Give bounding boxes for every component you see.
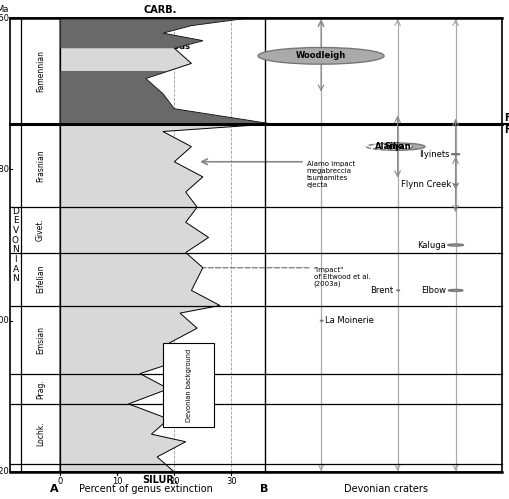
Text: Alamo impact
megabreccia
tsumamites
ejecta: Alamo impact megabreccia tsumamites ejec… [306,161,354,188]
Text: Devonian background: Devonian background [185,348,191,422]
Text: Prag.: Prag. [36,379,45,399]
Polygon shape [60,71,271,124]
Text: Brent: Brent [370,286,393,295]
Text: Eifelian: Eifelian [36,265,45,293]
Text: 400: 400 [0,316,9,325]
Ellipse shape [447,289,462,291]
Text: Frasnian–Famennian
mass  extinction: Frasnian–Famennian mass extinction [74,141,171,160]
Text: Kaluga: Kaluga [416,241,445,250]
Text: Emsian: Emsian [36,325,45,354]
Text: Givet.: Givet. [36,219,45,241]
Text: 420: 420 [0,468,9,477]
Text: 20: 20 [168,477,179,486]
Ellipse shape [453,184,457,185]
Text: D
E
V
O
N
I
A
N: D E V O N I A N [12,207,19,283]
Text: La Moinerie: La Moinerie [325,316,373,325]
Text: Ilyinets: Ilyinets [418,150,448,159]
Ellipse shape [450,154,459,155]
Text: Lochk.: Lochk. [36,422,45,447]
Text: CARB.: CARB. [143,5,176,15]
Ellipse shape [366,144,412,150]
Text: 30: 30 [225,477,236,486]
Text: Siljan: Siljan [384,142,410,151]
Text: †: † [66,124,72,139]
Bar [162,343,214,427]
Text: Famennian: Famennian [36,50,45,92]
Text: Flynn Creek: Flynn Creek [401,180,450,189]
Text: Elbow: Elbow [420,286,445,295]
Ellipse shape [394,290,399,291]
Polygon shape [60,18,271,472]
Text: SILUR.: SILUR. [142,475,178,485]
Text: "Impact"
of Eltwood et al.
(2003a): "Impact" of Eltwood et al. (2003a) [313,266,370,287]
Ellipse shape [318,320,323,321]
Text: Percent of genus extinction: Percent of genus extinction [78,484,212,494]
Polygon shape [60,18,248,48]
Text: †: † [66,18,72,32]
Text: A: A [49,484,58,494]
Text: 0: 0 [57,477,63,486]
Text: Alamo: Alamo [374,142,404,151]
Text: Frasnian: Frasnian [36,149,45,182]
Text: Woodleigh: Woodleigh [295,51,346,60]
Text: Devonian–Carboniferous
extinction: Devonian–Carboniferous extinction [74,42,190,62]
Text: F: F [503,113,509,123]
Text: 380: 380 [0,165,9,174]
Ellipse shape [370,143,424,150]
Text: B: B [259,484,267,494]
Ellipse shape [447,244,463,246]
Ellipse shape [258,47,383,64]
Text: 10: 10 [111,477,122,486]
Text: Devonian craters: Devonian craters [344,484,427,494]
Text: 360: 360 [0,13,9,22]
Text: Ma: Ma [0,5,9,14]
Text: F: F [503,125,509,135]
